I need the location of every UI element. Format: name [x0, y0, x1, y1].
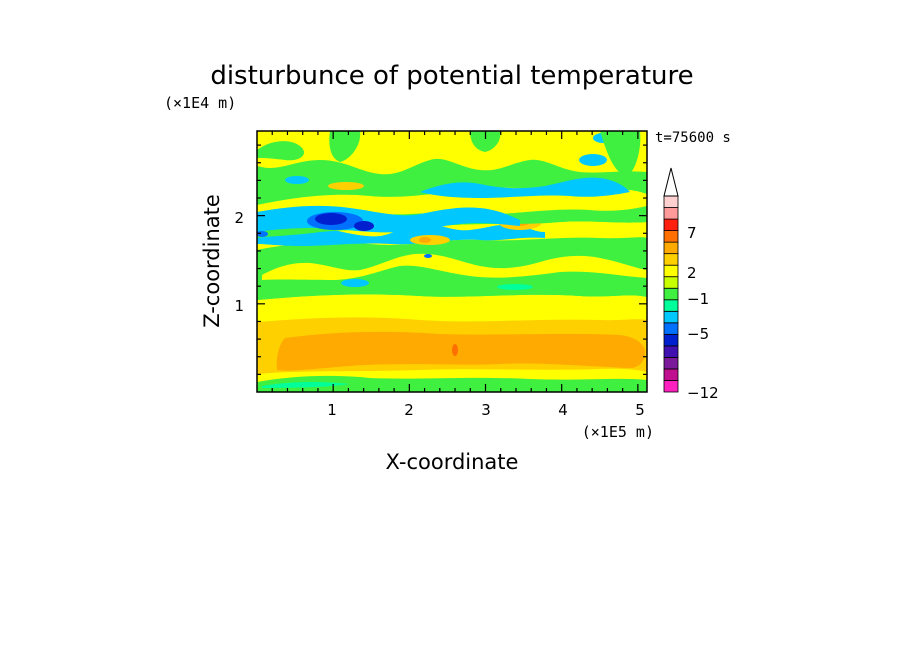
field-spot-orange — [452, 344, 458, 356]
x-tick-label: 1 — [327, 401, 337, 419]
axis-ticks — [257, 131, 647, 392]
field-streak-cyan-bottom — [262, 381, 350, 388]
y-scale-note: (×1E4 m) — [164, 94, 236, 112]
colorbar-swatch — [663, 230, 679, 243]
x-axis-label: X-coordinate — [386, 450, 519, 474]
x-tick-label: 4 — [558, 401, 568, 419]
y-axis-label: Z-coordinate — [200, 194, 224, 328]
colorbar-swatch — [663, 218, 679, 231]
plot-frame — [256, 130, 648, 393]
chart-title: disturbunce of potential temperature — [210, 61, 693, 91]
field-spot-cyan-c — [285, 176, 309, 184]
colorbar-swatch — [663, 276, 679, 289]
field-streak-green-top-c — [470, 131, 501, 152]
x-scale-note: (×1E5 m) — [582, 423, 654, 441]
colorbar-labels: 7 2 −1 −5 −12 — [687, 224, 719, 402]
field-band-orange — [276, 331, 646, 371]
field-spot-cyan-a — [579, 154, 607, 166]
y-tick-label: 1 — [234, 297, 244, 315]
x-tick-label: 5 — [635, 401, 645, 419]
contour-field — [257, 131, 647, 392]
field-spot-blue-c — [257, 231, 268, 237]
time-label: t=75600 s — [655, 130, 731, 146]
colorbar-extend-arrow — [663, 167, 679, 197]
field-streak-green-top — [257, 141, 305, 161]
colorbar-swatch — [663, 207, 679, 220]
colorbar-swatch — [663, 368, 679, 381]
colorbar-label: −1 — [687, 290, 709, 308]
field-spot-gold-top — [328, 182, 364, 190]
colorbar-swatch — [663, 345, 679, 358]
colorbar-swatch — [663, 299, 679, 312]
field-spot-blue-a — [315, 213, 347, 225]
y-tick-label: 2 — [234, 209, 244, 227]
colorbar-swatch — [663, 287, 679, 301]
x-tick-label: 2 — [404, 401, 414, 419]
field-streak-green-top-d — [600, 131, 641, 176]
colorbar-label: −5 — [687, 325, 709, 343]
colorbar-swatch — [663, 310, 679, 324]
colorbar-label: 7 — [687, 224, 697, 242]
colorbar-swatch — [663, 357, 679, 370]
x-tick-label: 3 — [481, 401, 491, 419]
colorbar-swatch — [663, 380, 679, 393]
field-spot-teal-mid — [497, 284, 533, 290]
field-band-cyan-top — [420, 177, 630, 198]
field-band-green-bottom — [257, 375, 647, 392]
colorbar-swatch — [663, 264, 679, 278]
y-tick-labels: 1 2 — [234, 209, 244, 315]
colorbar-swatch — [663, 253, 679, 266]
colorbar-label: −12 — [687, 384, 719, 402]
colorbar — [663, 167, 679, 393]
field-band-yellow-wave — [262, 253, 647, 280]
colorbar-swatch — [663, 333, 679, 347]
x-tick-labels: 1 2 3 4 5 — [327, 401, 645, 419]
field-spot-blue-b — [354, 221, 374, 231]
field-spot-cyan-mid — [341, 279, 369, 287]
colorbar-label: 2 — [687, 264, 697, 282]
colorbar-swatch — [663, 322, 679, 335]
field-streak-green-top-b — [329, 131, 361, 162]
colorbar-swatch — [663, 241, 679, 255]
colorbar-swatch — [663, 195, 679, 208]
field-spot-orange-upper — [419, 237, 431, 243]
field-spot-blue-d — [424, 254, 432, 258]
